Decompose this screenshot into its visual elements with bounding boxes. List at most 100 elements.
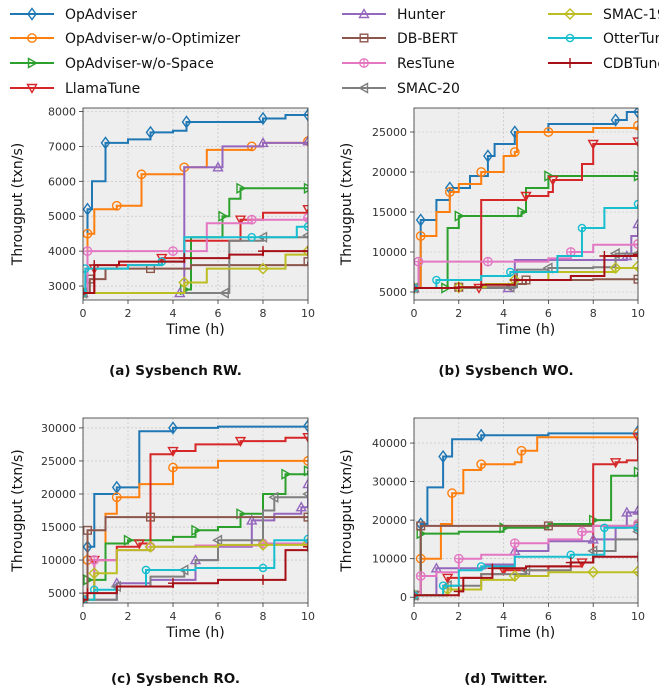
- data-point-marker: [633, 523, 638, 533]
- x-tick-label: 4: [170, 307, 177, 320]
- data-point-marker: [302, 205, 308, 216]
- data-point-marker: [520, 191, 532, 202]
- data-point-marker: [111, 492, 122, 503]
- data-point-marker: [258, 111, 268, 126]
- subfigure-caption: (b) Sysbench WO.: [438, 363, 573, 379]
- data-point-marker: [303, 465, 308, 477]
- data-point-marker: [303, 257, 308, 267]
- data-point-marker: [83, 525, 92, 535]
- legend-label: OtterTune: [603, 31, 659, 47]
- x-tick-label: 6: [215, 610, 222, 623]
- x-tick-label: 8: [590, 610, 597, 623]
- data-point-marker: [302, 245, 308, 258]
- data-point-marker: [303, 108, 308, 122]
- data-point-marker: [144, 540, 157, 553]
- data-point-marker: [587, 139, 599, 150]
- data-point-marker: [111, 200, 122, 211]
- data-point-marker: [83, 246, 93, 257]
- series-cdbtune: [83, 246, 308, 299]
- data-point-marker: [454, 210, 465, 222]
- data-point-marker: [587, 545, 598, 557]
- data-point-marker: [302, 432, 308, 444]
- series-cdbtune: [414, 249, 638, 293]
- y-tick-label: 40000: [372, 437, 407, 450]
- x-tick-label: 4: [500, 307, 507, 320]
- legend-label: OpAdviser-w/o-Optimizer: [65, 31, 240, 47]
- data-point-marker: [168, 462, 178, 473]
- data-point-marker: [476, 167, 487, 177]
- series-line-ottertune: [414, 526, 638, 597]
- x-axis-label: Time (h): [165, 625, 225, 641]
- data-point-marker: [476, 562, 486, 571]
- data-point-marker: [179, 253, 190, 264]
- data-point-marker: [432, 275, 441, 285]
- data-point-marker: [100, 136, 111, 150]
- data-point-marker: [599, 251, 610, 261]
- data-point-marker: [483, 149, 493, 163]
- axes-frame: [413, 107, 639, 301]
- data-point-marker: [587, 533, 599, 544]
- data-point-marker: [438, 581, 448, 590]
- x-tick-label: 10: [301, 610, 315, 623]
- chart-panel-1: 0 2 4 6 8 10 3000 4000 5000 6000 7000 8000 Time (h) T…: [10, 105, 315, 379]
- y-tick-label: 10000: [41, 554, 76, 567]
- data-point-marker: [632, 218, 638, 229]
- x-tick-label: 0: [411, 307, 418, 320]
- data-point-marker: [633, 466, 638, 478]
- legend-label: ResTune: [397, 56, 455, 72]
- y-tick-label: 4000: [48, 245, 76, 258]
- data-point-marker: [632, 433, 638, 444]
- x-tick-label: 2: [455, 307, 462, 320]
- data-point-marker: [168, 246, 178, 257]
- y-tick-label: 5000: [48, 587, 76, 600]
- data-point-marker: [302, 478, 308, 489]
- data-point-marker: [632, 260, 638, 273]
- x-tick-label: 2: [125, 307, 132, 320]
- y-tick-label: 5000: [379, 286, 407, 299]
- y-axis-label: Througput (txn/s): [10, 143, 26, 266]
- data-point-marker: [234, 436, 247, 448]
- data-point-marker: [141, 565, 151, 575]
- legend-marker-triangle-right: [27, 57, 38, 69]
- legend-marker-circle: [27, 33, 37, 43]
- x-tick-label: 4: [500, 610, 507, 623]
- legend-item-smac-20: SMAC-20: [342, 81, 460, 97]
- legend-label: OpAdviser: [65, 7, 137, 23]
- data-point-marker: [543, 127, 554, 137]
- data-point-marker: [438, 449, 448, 464]
- legend-label: Hunter: [397, 7, 445, 23]
- data-point-marker: [444, 187, 455, 197]
- series-group: [414, 108, 638, 295]
- data-point-marker: [145, 125, 156, 140]
- x-tick-label: 8: [260, 610, 267, 623]
- data-point-marker: [577, 223, 587, 233]
- data-point-marker: [633, 199, 638, 209]
- legend-marker-circle-small: [565, 33, 575, 43]
- data-point-marker: [303, 419, 308, 433]
- x-tick-label: 4: [170, 610, 177, 623]
- data-point-marker: [302, 135, 308, 146]
- y-tick-label: 6000: [48, 175, 76, 188]
- data-point-marker: [212, 534, 223, 546]
- x-tick-label: 0: [80, 610, 87, 623]
- data-point-marker: [181, 115, 192, 129]
- data-point-marker: [416, 521, 426, 531]
- x-tick-label: 8: [590, 307, 597, 320]
- data-point-marker: [632, 504, 638, 515]
- y-tick-label: 7000: [48, 140, 76, 153]
- data-point-marker: [476, 428, 487, 443]
- data-point-marker: [281, 468, 292, 480]
- data-point-marker: [547, 175, 559, 186]
- legend-marker-diamond: [27, 7, 37, 21]
- legend-marker-plus-circle: [359, 58, 369, 68]
- legend-marker-plus: [565, 58, 575, 68]
- data-point-marker: [258, 574, 268, 585]
- data-point-marker: [633, 551, 638, 562]
- data-point-marker: [577, 526, 587, 537]
- legend-item-ottertune: OtterTune: [548, 31, 659, 47]
- data-point-marker: [246, 214, 257, 225]
- y-axis-label: Througput (txn/s): [10, 449, 26, 572]
- data-point-marker: [258, 246, 268, 257]
- data-point-marker: [506, 267, 515, 277]
